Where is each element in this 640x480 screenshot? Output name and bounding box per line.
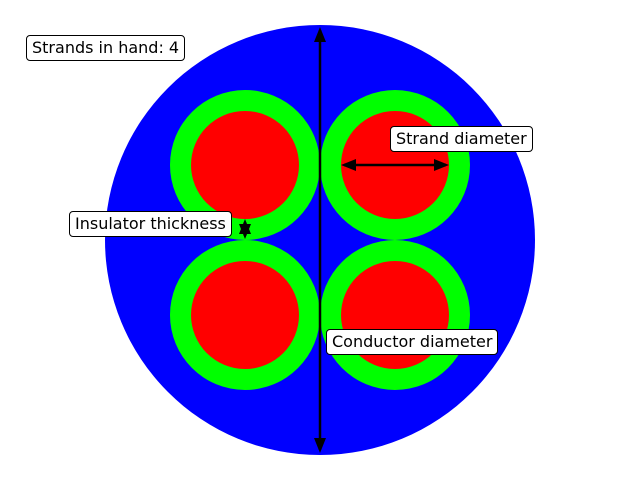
strand-bottom-right [320,240,470,390]
strand-bottom-left [170,240,320,390]
strand-core [191,261,299,369]
strand-top-left [170,90,320,240]
conductor-diameter-label: Conductor diameter [326,329,499,355]
strand-diameter-label: Strand diameter [390,126,533,152]
strand-core [191,111,299,219]
strands-in-hand-label: Strands in hand: 4 [26,35,186,61]
insulator-thickness-label: Insulator thickness [69,211,232,237]
